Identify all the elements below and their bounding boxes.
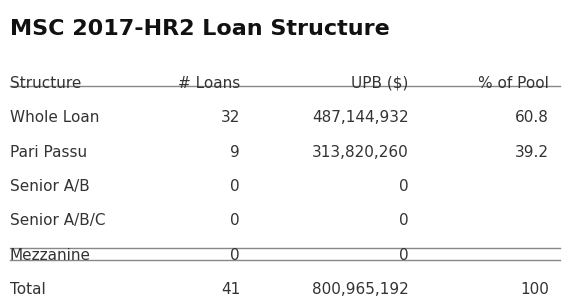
Text: 100: 100 bbox=[520, 282, 549, 297]
Text: % of Pool: % of Pool bbox=[478, 76, 549, 91]
Text: 41: 41 bbox=[221, 282, 240, 297]
Text: 313,820,260: 313,820,260 bbox=[312, 145, 409, 160]
Text: Total: Total bbox=[10, 282, 46, 297]
Text: Senior A/B/C: Senior A/B/C bbox=[10, 213, 105, 228]
Text: # Loans: # Loans bbox=[178, 76, 240, 91]
Text: 0: 0 bbox=[399, 213, 409, 228]
Text: 0: 0 bbox=[399, 247, 409, 262]
Text: 39.2: 39.2 bbox=[515, 145, 549, 160]
Text: UPB ($): UPB ($) bbox=[351, 76, 409, 91]
Text: Structure: Structure bbox=[10, 76, 81, 91]
Text: Senior A/B: Senior A/B bbox=[10, 179, 89, 194]
Text: 0: 0 bbox=[230, 179, 240, 194]
Text: 9: 9 bbox=[230, 145, 240, 160]
Text: Whole Loan: Whole Loan bbox=[10, 110, 99, 125]
Text: 0: 0 bbox=[230, 213, 240, 228]
Text: MSC 2017-HR2 Loan Structure: MSC 2017-HR2 Loan Structure bbox=[10, 19, 389, 39]
Text: 32: 32 bbox=[221, 110, 240, 125]
Text: 0: 0 bbox=[230, 247, 240, 262]
Text: 60.8: 60.8 bbox=[515, 110, 549, 125]
Text: 800,965,192: 800,965,192 bbox=[312, 282, 409, 297]
Text: 487,144,932: 487,144,932 bbox=[312, 110, 409, 125]
Text: 0: 0 bbox=[399, 179, 409, 194]
Text: Pari Passu: Pari Passu bbox=[10, 145, 87, 160]
Text: Mezzanine: Mezzanine bbox=[10, 247, 91, 262]
